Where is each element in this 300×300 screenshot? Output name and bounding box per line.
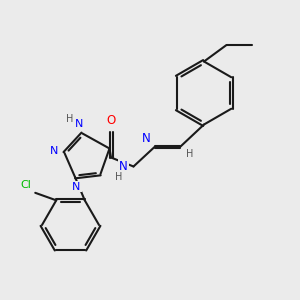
Text: H: H	[186, 148, 193, 159]
Text: N: N	[72, 182, 81, 191]
Text: N: N	[75, 119, 84, 129]
Text: H: H	[115, 172, 122, 182]
Text: N: N	[119, 160, 128, 173]
Text: O: O	[106, 115, 116, 128]
Text: N: N	[50, 146, 58, 157]
Text: Cl: Cl	[21, 180, 32, 190]
Text: H: H	[66, 114, 74, 124]
Text: N: N	[142, 132, 151, 145]
